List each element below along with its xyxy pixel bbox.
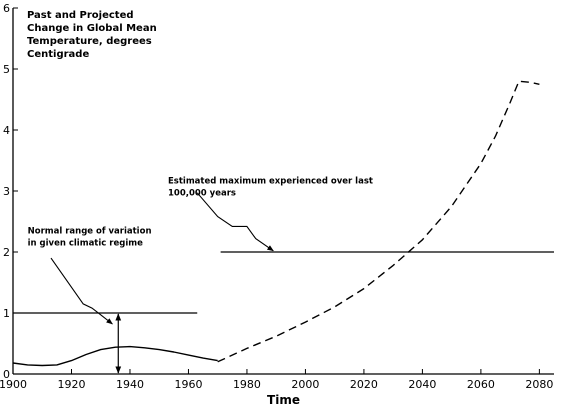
chart-title-line: Past and Projected — [27, 10, 134, 21]
y-tick-label: 2 — [3, 246, 10, 259]
y-tick-label: 1 — [3, 307, 10, 320]
y-tick-label: 0 — [3, 368, 10, 381]
x-tick-label: 1920 — [57, 378, 85, 391]
x-tick-label: 1940 — [116, 378, 144, 391]
x-axis-label: Time — [267, 393, 300, 407]
x-tick-label: 2020 — [350, 378, 378, 391]
y-tick-label: 6 — [3, 2, 10, 15]
annotation-text: Estimated maximum experienced over last — [168, 177, 373, 187]
x-tick-label: 1980 — [233, 378, 261, 391]
x-tick-label: 1960 — [174, 378, 202, 391]
annotation-leader-arrow — [50, 257, 113, 325]
annotation-text: in given climatic regime — [28, 239, 143, 249]
y-tick-label: 4 — [3, 124, 10, 137]
chart-title-line: Temperature, degrees — [27, 36, 152, 47]
x-tick-label: 2040 — [408, 378, 436, 391]
annotation-leader-arrow — [196, 192, 274, 252]
historical-series-line — [12, 345, 218, 367]
x-tick-label: 1900 — [0, 378, 27, 391]
x-tick-label: 2080 — [525, 378, 553, 391]
projected-series-line — [217, 80, 540, 363]
y-tick-label: 3 — [3, 185, 10, 198]
chart-title-line: Centigrade — [27, 49, 89, 60]
chart-title-line: Change in Global Mean — [27, 23, 157, 34]
annotation-text: Normal range of variation — [28, 227, 152, 237]
y-tick-label: 5 — [3, 63, 10, 76]
annotation-text: 100,000 years — [168, 189, 236, 199]
x-tick-label: 2000 — [291, 378, 319, 391]
x-tick-label: 2060 — [467, 378, 495, 391]
